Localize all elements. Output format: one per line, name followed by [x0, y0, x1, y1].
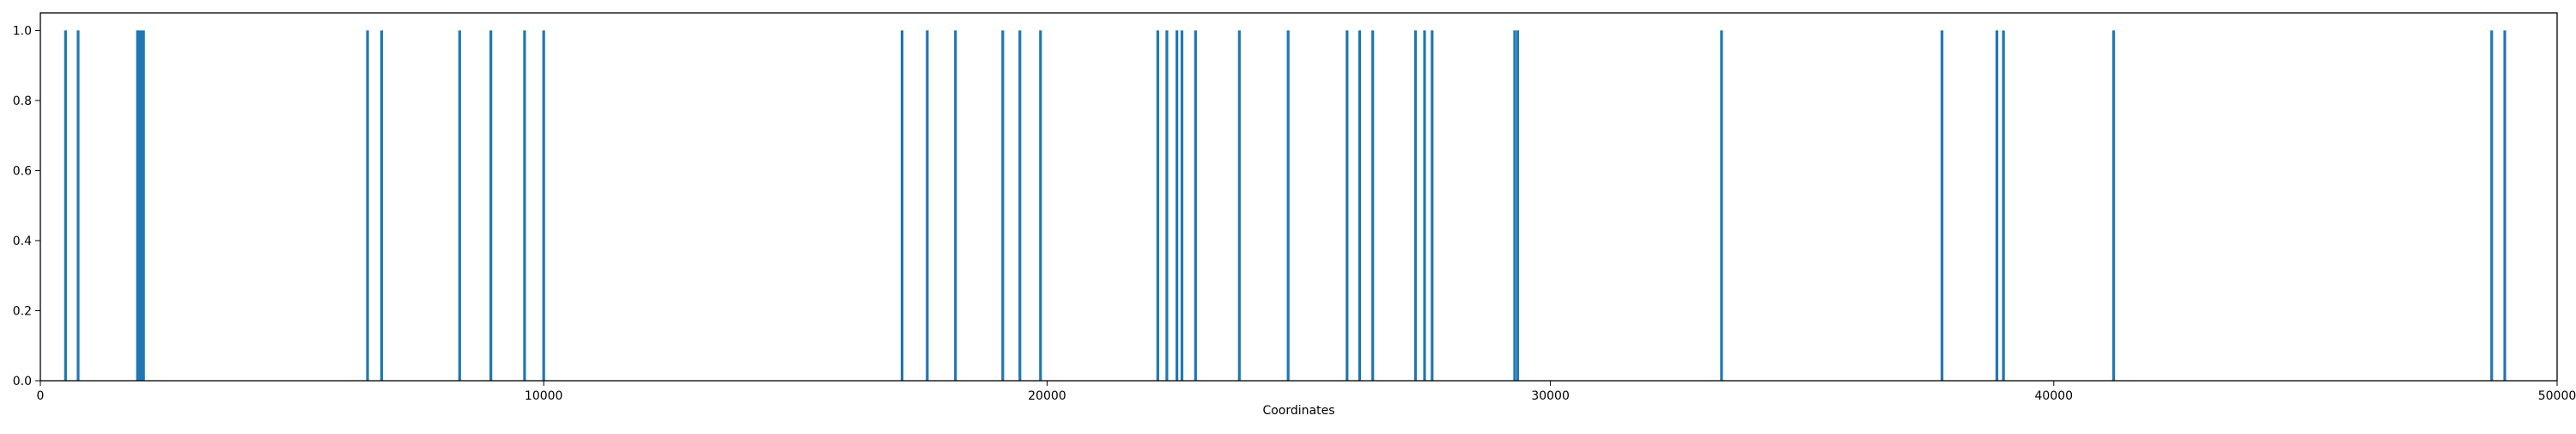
bar [1165, 30, 1169, 381]
x-tick-label: 10000 [525, 389, 563, 403]
bar [1156, 30, 1159, 381]
bar [1180, 30, 1184, 381]
bar [523, 30, 526, 381]
y-tick-label: 0.4 [13, 235, 32, 248]
bar [1513, 30, 1516, 381]
plot-frame [39, 12, 2558, 382]
bar [2503, 30, 2506, 381]
bar [926, 30, 929, 381]
bar [64, 30, 67, 381]
bar [1371, 30, 1375, 381]
bar [136, 30, 139, 381]
bar [76, 30, 80, 381]
ticks-layer: 0 10000 20000 30000 40000 50000 0.0 0.2 0.4 0.6 0.… [13, 24, 2576, 403]
bar [366, 30, 369, 381]
bar [2002, 30, 2005, 381]
bar [380, 30, 384, 381]
bar [1516, 30, 1520, 381]
bar [458, 30, 461, 381]
x-tick-label: 0 [37, 389, 45, 403]
bar [954, 30, 957, 381]
bar [2111, 30, 2116, 381]
bar [1176, 30, 1179, 381]
y-tick-label: 0.8 [13, 95, 32, 108]
bar [1720, 30, 1723, 381]
bars-layer [64, 30, 2506, 381]
y-tick-label: 0.0 [13, 375, 32, 388]
bar [1018, 30, 1022, 381]
y-tick-label: 0.6 [13, 164, 32, 178]
bar [139, 30, 143, 381]
x-axis-label: Coordinates [1262, 404, 1334, 418]
bar [1941, 30, 1944, 381]
x-tick-label: 50000 [2538, 389, 2576, 403]
bar [1346, 30, 1349, 381]
y-tick-label: 0.2 [13, 304, 32, 318]
bar [1194, 30, 1197, 381]
bar [2490, 30, 2494, 381]
x-tick-label: 30000 [1531, 389, 1570, 403]
bar [1995, 30, 1999, 381]
bar [542, 30, 545, 381]
bar [137, 30, 141, 381]
y-tick-label: 1.0 [13, 24, 32, 38]
bar [1237, 30, 1241, 381]
bar [900, 30, 904, 381]
bar [489, 30, 493, 381]
bar [1413, 30, 1418, 381]
bar [1001, 30, 1005, 381]
bar [1431, 30, 1434, 381]
x-tick-label: 20000 [1028, 389, 1066, 403]
bar [1039, 30, 1042, 381]
bar [1358, 30, 1362, 381]
bar [1286, 30, 1290, 381]
bar [142, 30, 145, 381]
x-tick-label: 40000 [2035, 389, 2074, 403]
bar [1423, 30, 1426, 381]
